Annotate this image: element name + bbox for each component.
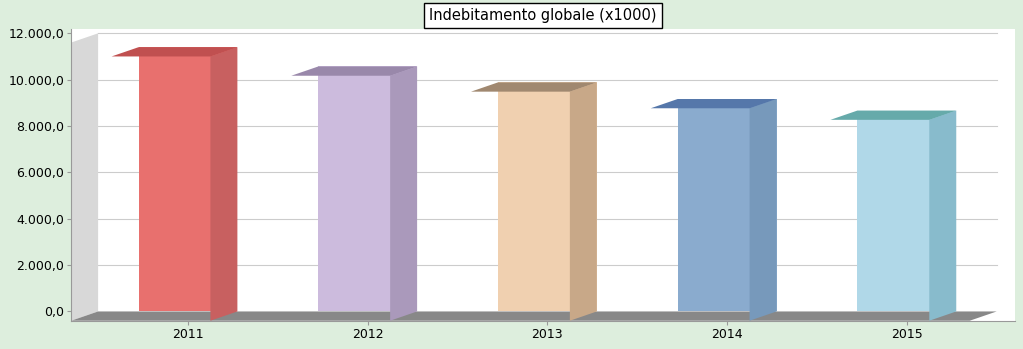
Polygon shape (651, 99, 776, 108)
Polygon shape (72, 33, 98, 321)
Polygon shape (929, 111, 957, 321)
Polygon shape (318, 66, 417, 311)
Polygon shape (390, 66, 417, 321)
Polygon shape (112, 47, 237, 57)
Polygon shape (570, 82, 596, 321)
Polygon shape (471, 82, 596, 92)
Polygon shape (750, 99, 776, 321)
Polygon shape (292, 66, 417, 76)
Polygon shape (138, 47, 237, 311)
Polygon shape (498, 82, 596, 311)
Title: Indebitamento globale (x1000): Indebitamento globale (x1000) (430, 8, 657, 23)
Polygon shape (677, 99, 776, 311)
Polygon shape (831, 111, 957, 120)
Polygon shape (72, 311, 996, 321)
Polygon shape (211, 47, 237, 321)
Polygon shape (857, 111, 957, 311)
